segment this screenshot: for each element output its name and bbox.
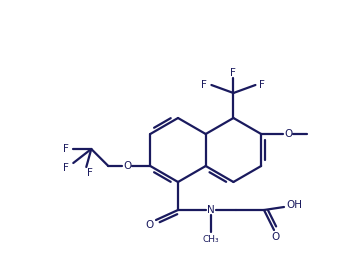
- Text: CH₃: CH₃: [203, 235, 219, 243]
- Text: F: F: [87, 168, 93, 178]
- Text: OH: OH: [286, 200, 302, 210]
- Text: F: F: [201, 80, 207, 90]
- Text: F: F: [260, 80, 265, 90]
- Text: F: F: [230, 68, 236, 78]
- Text: O: O: [272, 232, 280, 242]
- Text: O: O: [284, 129, 292, 139]
- Text: N: N: [207, 205, 215, 215]
- Text: O: O: [146, 220, 154, 230]
- Text: O: O: [123, 161, 131, 171]
- Text: F: F: [63, 163, 69, 173]
- Text: F: F: [63, 144, 69, 154]
